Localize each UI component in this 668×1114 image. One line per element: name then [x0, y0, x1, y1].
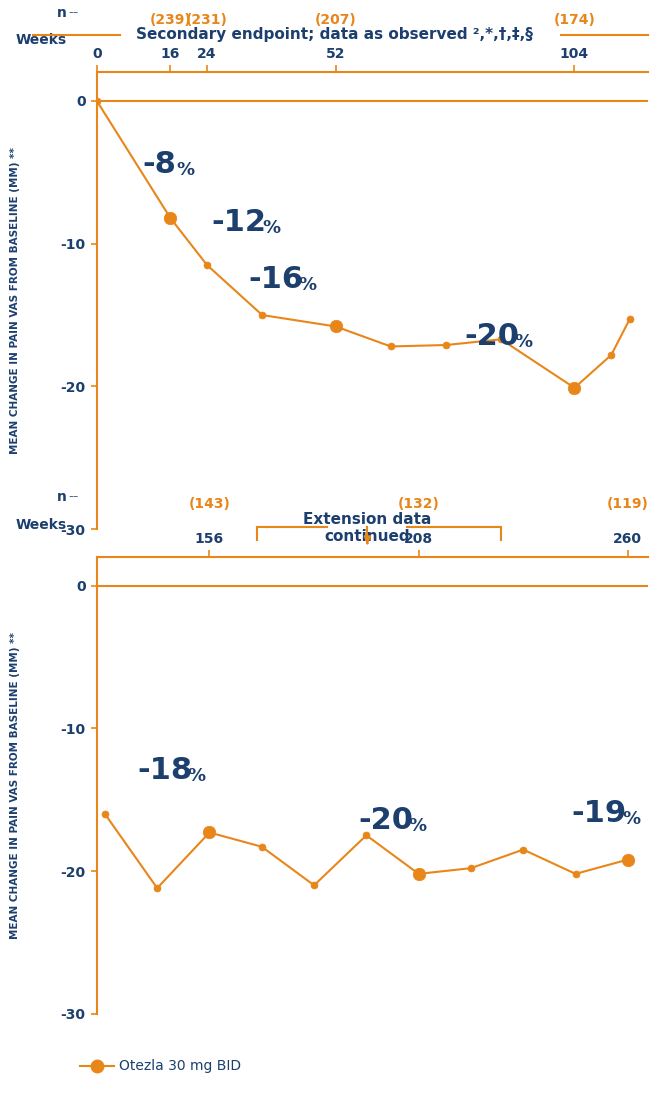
- Text: (207): (207): [315, 12, 357, 27]
- Text: (231): (231): [186, 12, 228, 27]
- Text: (119): (119): [607, 497, 649, 511]
- Text: -16: -16: [248, 265, 303, 294]
- Text: (132): (132): [397, 497, 440, 511]
- Text: MEAN CHANGE IN PAIN VAS FROM BASELINE (MM) **: MEAN CHANGE IN PAIN VAS FROM BASELINE (M…: [10, 632, 19, 939]
- Text: %: %: [409, 818, 427, 836]
- Text: -8: -8: [143, 150, 176, 179]
- Text: n: n: [57, 490, 67, 505]
- Text: n: n: [57, 6, 67, 20]
- Text: Otezla 30 mg BID: Otezla 30 mg BID: [119, 1059, 241, 1073]
- Text: ⁻⁻: ⁻⁻: [68, 10, 78, 20]
- Text: %: %: [188, 768, 206, 785]
- Text: %: %: [262, 218, 280, 236]
- Text: Weeks: Weeks: [15, 518, 67, 531]
- Text: %: %: [514, 333, 533, 351]
- Text: -20: -20: [358, 807, 413, 836]
- Text: -12: -12: [212, 207, 267, 236]
- Text: %: %: [299, 275, 317, 294]
- Text: (174): (174): [554, 12, 595, 27]
- Text: Extension data
continued: Extension data continued: [303, 511, 432, 545]
- Text: -19: -19: [572, 799, 627, 828]
- Text: -20: -20: [464, 322, 519, 351]
- Text: -18: -18: [137, 756, 192, 785]
- Text: %: %: [622, 810, 640, 828]
- Text: (143): (143): [188, 497, 230, 511]
- Text: ⁻⁻: ⁻⁻: [68, 495, 78, 505]
- Text: MEAN CHANGE IN PAIN VAS FROM BASELINE (MM) **: MEAN CHANGE IN PAIN VAS FROM BASELINE (M…: [10, 147, 19, 455]
- Text: %: %: [176, 162, 194, 179]
- Text: (239): (239): [150, 12, 191, 27]
- Text: Secondary endpoint; data as observed ²,*,†,‡,§: Secondary endpoint; data as observed ²,*…: [136, 27, 532, 42]
- Text: Weeks: Weeks: [15, 33, 67, 47]
